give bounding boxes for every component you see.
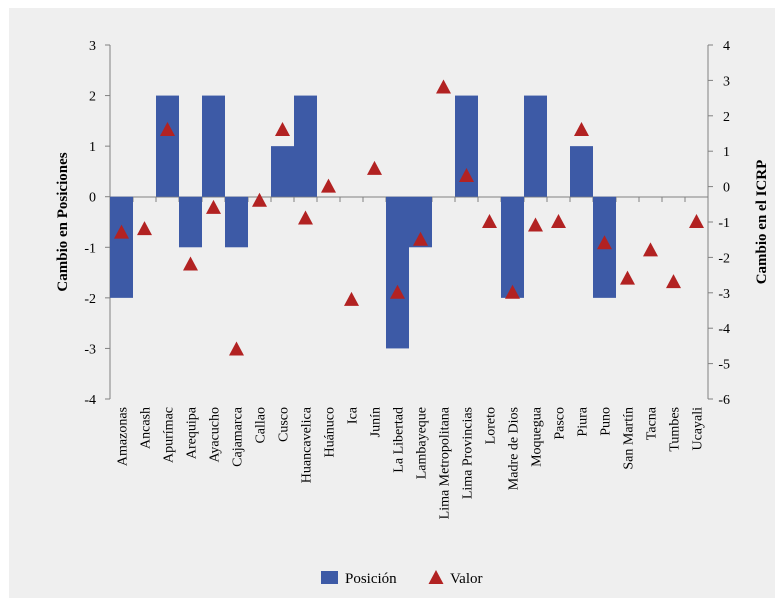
category-label: Arequipa	[185, 406, 200, 459]
category-label: Amazonas	[116, 407, 131, 466]
right-tick-label: 3	[723, 74, 730, 89]
right-tick-label: -5	[718, 358, 730, 373]
marker-17	[505, 284, 520, 299]
right-tick-label: -3	[718, 287, 730, 302]
marker-2	[160, 121, 175, 136]
marker-16	[482, 214, 497, 228]
legend-swatch-bar	[321, 571, 338, 584]
legend-swatch-triangle	[428, 570, 444, 584]
bar-20	[570, 146, 593, 197]
category-label: Huancavelica	[300, 406, 315, 483]
right-tick-label: 4	[723, 39, 730, 54]
marker-10	[344, 291, 359, 306]
marker-21	[597, 235, 612, 250]
category-label: Cusco	[277, 407, 292, 442]
category-label: Junín	[369, 407, 384, 437]
marker-22	[620, 270, 635, 285]
bar-17	[501, 196, 524, 298]
legend-label-posicion: Posición	[345, 571, 397, 587]
marker-1	[137, 221, 152, 236]
right-tick-label: 1	[723, 145, 730, 160]
bar-0	[110, 196, 133, 298]
category-label: Ancash	[139, 407, 154, 449]
left-tick-label: 3	[89, 39, 96, 54]
category-label: Piura	[576, 406, 591, 436]
marker-14	[436, 79, 451, 94]
bar-4	[202, 95, 225, 197]
left-tick-label: 1	[89, 140, 96, 155]
left-tick-label: -3	[84, 342, 96, 357]
marker-11	[367, 160, 382, 175]
category-label: Madre de Dios	[507, 407, 522, 490]
marker-25	[689, 214, 704, 228]
legend: Posición Valor	[321, 570, 483, 587]
left-tick-label: 2	[89, 90, 96, 105]
right-tick-label: -1	[718, 216, 730, 231]
right-tick-label: 2	[723, 110, 730, 125]
right-tick-label: 0	[723, 181, 730, 196]
category-label: Loreto	[484, 407, 499, 444]
left-tick-label: 0	[89, 191, 96, 206]
bar-12	[386, 196, 409, 349]
category-label: Callao	[254, 407, 269, 444]
marker-5	[229, 341, 244, 356]
right-tick-label: -4	[718, 322, 730, 337]
bar-13	[409, 196, 432, 248]
category-label: Apurímac	[162, 407, 177, 463]
category-label: Lima Metropolitana	[438, 406, 453, 519]
category-label: Lima Provincias	[461, 407, 476, 499]
category-label: La Libertad	[392, 407, 407, 473]
category-label: Lambayeque	[415, 407, 430, 479]
category-label: San Martín	[622, 407, 637, 470]
category-label: Huánuco	[323, 407, 338, 458]
left-tick-label: -1	[84, 241, 96, 256]
right-axis-title: Cambio en el ICRP	[754, 160, 770, 285]
marker-4	[206, 199, 221, 214]
marker-0	[114, 224, 129, 239]
category-label: Tumbes	[668, 407, 683, 452]
marker-23	[643, 242, 658, 257]
markers	[114, 79, 704, 356]
marker-18	[528, 217, 543, 232]
bar-8	[294, 95, 317, 197]
marker-12	[390, 284, 405, 299]
marker-20	[574, 121, 589, 136]
marker-7	[275, 121, 290, 136]
bar-5	[225, 196, 248, 248]
category-label: Tacna	[645, 406, 660, 440]
marker-19	[551, 214, 566, 228]
marker-3	[183, 256, 198, 271]
left-tick-label: -4	[84, 393, 96, 408]
category-label: Ica	[346, 406, 361, 424]
bar-15	[455, 95, 478, 197]
left-axis-title: Cambio en Posiciones	[55, 152, 71, 291]
bar-7	[271, 146, 294, 197]
left-axis-ticks: 3 2 1 0 -1 -2 -3 -4	[84, 39, 110, 408]
right-axis-ticks: 4 3 2 1 0 -1 -2 -3 -4 -5 -6	[708, 39, 730, 408]
right-tick-label: -2	[718, 251, 730, 266]
marker-6	[252, 192, 267, 207]
bar-18	[524, 95, 547, 197]
bar-2	[156, 95, 179, 197]
legend-label-valor: Valor	[450, 571, 483, 587]
marker-13	[413, 231, 428, 246]
chart-area: 3 2 1 0 -1 -2 -3 -4 4 3 2 1 0 -1 -2 -3 -4 -5 -6 Amazonas A…	[9, 8, 775, 598]
marker-8	[298, 210, 313, 225]
marker-9	[321, 178, 336, 193]
category-label: Cajamarca	[231, 406, 246, 467]
left-tick-label: -2	[84, 292, 96, 307]
right-tick-label: -6	[718, 393, 730, 408]
category-label: Pasco	[553, 407, 568, 440]
category-label: Moquegua	[530, 406, 545, 467]
category-label: Ucayali	[691, 407, 706, 451]
category-labels: Amazonas Ancash Apurímac Arequipa Ayacucho Ca…	[116, 406, 706, 519]
bar-3	[179, 196, 202, 248]
category-label: Puno	[599, 407, 614, 436]
marker-15	[459, 167, 474, 182]
bars	[110, 95, 616, 349]
category-label: Ayacucho	[208, 407, 223, 462]
marker-24	[666, 274, 681, 289]
